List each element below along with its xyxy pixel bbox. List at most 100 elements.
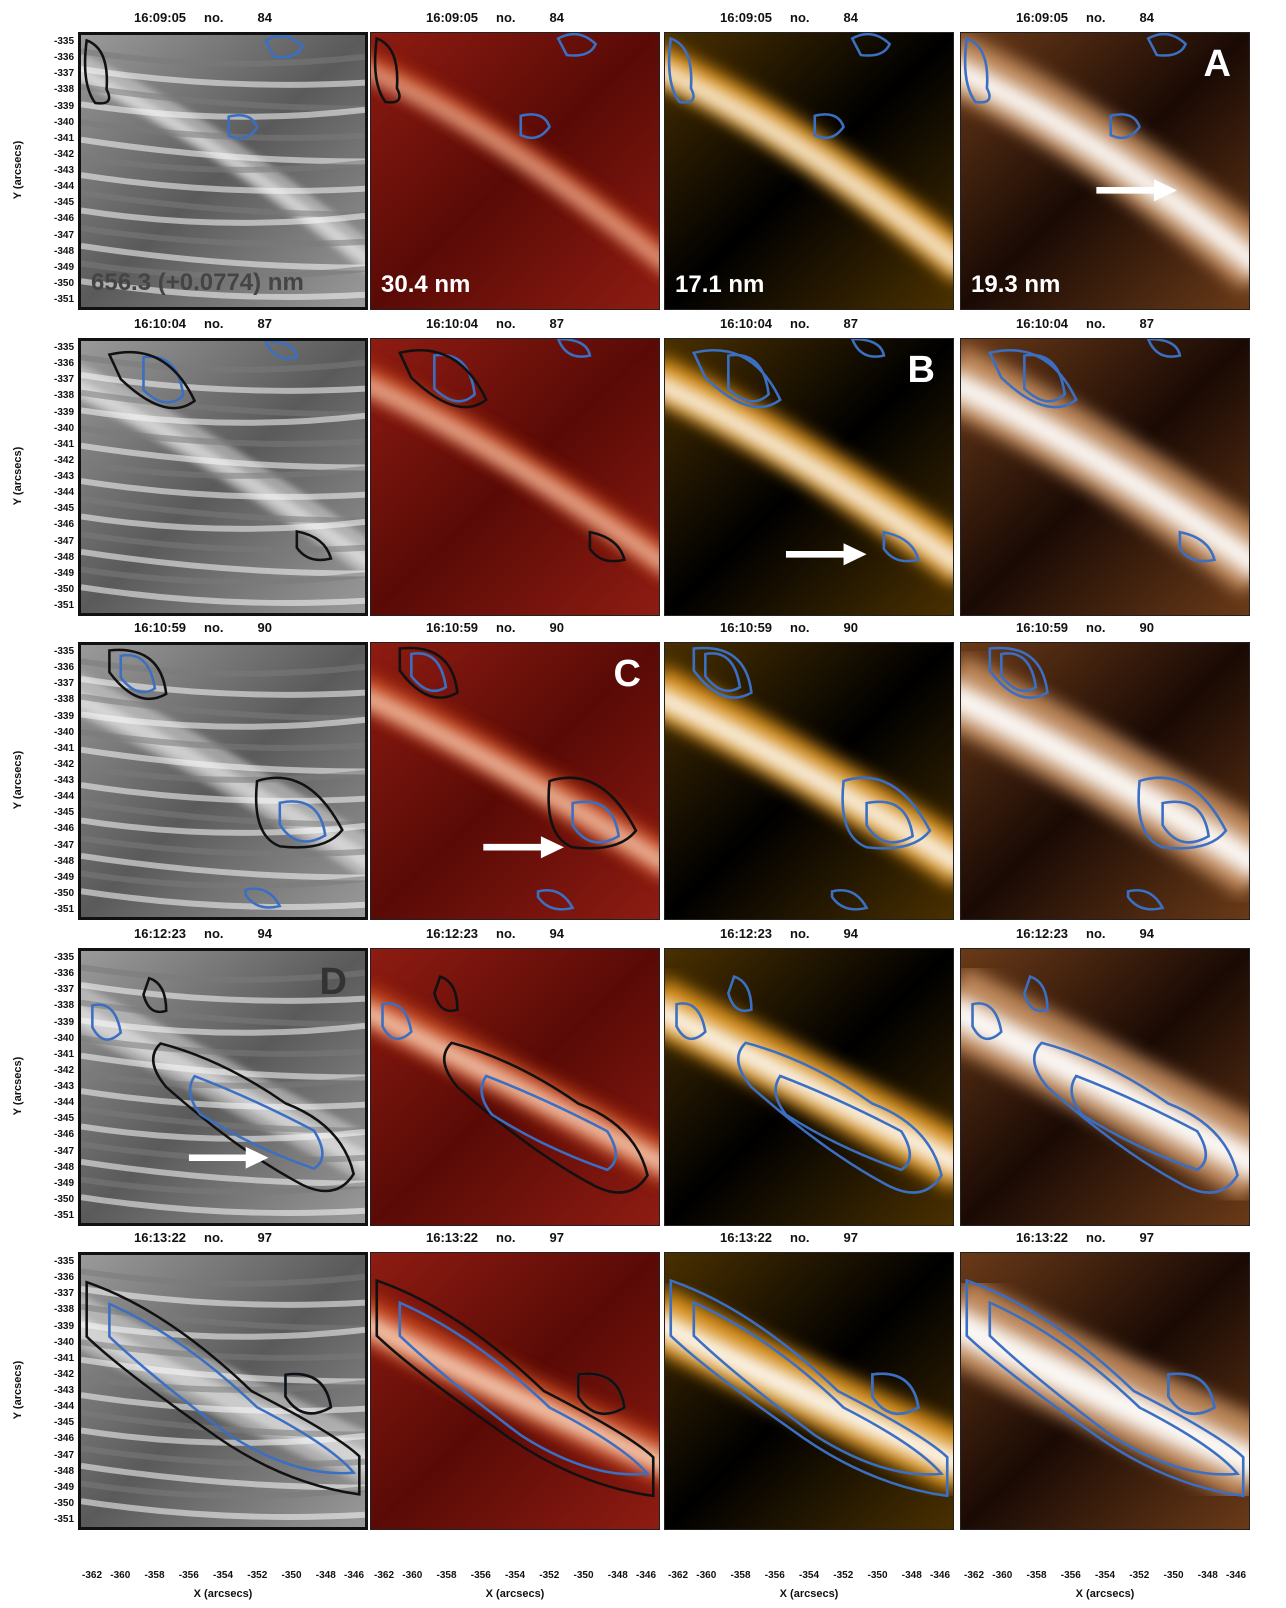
panel-no-label: no. <box>204 926 224 941</box>
panel-letter: C <box>613 653 641 695</box>
y-tick-label: -335 <box>53 36 74 47</box>
contour-blue <box>704 652 742 693</box>
loop-core <box>371 1005 659 1171</box>
fibril-streak <box>81 852 365 881</box>
y-tick-label: -338 <box>53 1000 74 1012</box>
panel-no-label: no. <box>1086 926 1106 941</box>
fibril-streak <box>81 835 365 857</box>
contour-black <box>965 1278 1245 1498</box>
x-tick-label: -356 <box>764 1570 785 1581</box>
fibril-streak <box>81 1480 365 1499</box>
contour-black <box>433 975 459 1012</box>
y-tick-label: -336 <box>53 52 74 64</box>
x-tick-label: -356 <box>1060 1570 1081 1581</box>
contour-blue <box>1070 1074 1208 1172</box>
y-tick-label: -345 <box>53 197 74 209</box>
x-tick-label: -358 <box>436 1570 457 1581</box>
arrow-marker <box>188 1146 269 1169</box>
x-tick-label: -350 <box>281 1570 302 1581</box>
x-tick-label: -362 <box>667 1570 689 1581</box>
image-panel-aia193 <box>960 1252 1250 1530</box>
loop-core <box>961 996 1249 1180</box>
y-tick-label: -343 <box>53 775 74 786</box>
contour-black <box>1167 1372 1216 1416</box>
image-panel-aia171: B <box>664 338 954 616</box>
panel-no-label: no. <box>204 620 224 635</box>
contour-black <box>737 1041 943 1194</box>
y-tick-labels: -335 -336 -337 -338 -339 -340 -341 -342 -343 -344… <box>40 948 74 1226</box>
fibril-streak <box>81 189 365 218</box>
x-tick-label: -360 <box>402 1570 423 1581</box>
y-tick-label: -338 <box>53 84 74 96</box>
panel-image <box>371 949 659 1225</box>
contour-black <box>588 530 627 563</box>
image-panel-aia193: 19.3 nm A <box>960 32 1250 310</box>
panel-title: 16:10:59 no. 90 <box>720 620 858 635</box>
y-tick-label: -351 <box>53 294 74 305</box>
y-tick-label: -337 <box>53 984 74 996</box>
image-panel-aia304: C <box>370 642 660 920</box>
image-panel-halpha <box>78 338 368 616</box>
contour-black <box>963 36 991 104</box>
x-axis-label: X (arcsecs) <box>779 1588 839 1600</box>
panel-frame-number: 84 <box>1139 10 1155 25</box>
fibril-streak <box>81 1392 365 1414</box>
fibril-streak <box>81 1123 365 1142</box>
panel-frame-number: 94 <box>843 926 859 941</box>
x-tick-label: -352 <box>539 1570 560 1581</box>
fibril-streak <box>81 711 365 730</box>
y-tick-label: -336 <box>53 968 74 980</box>
panel-title: 16:12:23 no. 94 <box>720 926 858 941</box>
contour-blue <box>813 113 845 140</box>
image-panel-aia304 <box>370 1252 660 1530</box>
contour-black <box>284 1372 333 1415</box>
y-tick-label: -350 <box>53 887 74 899</box>
loop-core <box>665 1312 953 1476</box>
y-tick-label: -336 <box>53 1272 74 1284</box>
y-tick-label: -350 <box>53 277 74 289</box>
y-tick-label: -350 <box>53 583 74 595</box>
y-tick-label: -345 <box>53 503 74 515</box>
x-tick-label: -360 <box>992 1570 1013 1581</box>
contour-blue <box>850 339 886 358</box>
panel-no-label: no. <box>496 10 516 25</box>
panel-frame-number: 90 <box>549 620 565 635</box>
y-tick-label: -348 <box>53 855 74 867</box>
image-panel-halpha: 656.3 (+0.0774) nm <box>78 32 368 310</box>
panel-title: 16:13:22 no. 97 <box>134 1230 272 1245</box>
y-tick-label: -337 <box>53 374 74 386</box>
y-tick-label: -340 <box>53 116 74 128</box>
panel-image <box>961 1253 1249 1529</box>
fibril-streak <box>81 1339 365 1361</box>
y-tick-label: -343 <box>53 471 74 482</box>
panel-title: 16:13:22 no. 97 <box>720 1230 858 1245</box>
y-tick-label: -348 <box>53 551 74 563</box>
y-tick-label: -337 <box>53 68 74 80</box>
y-tick-label: -346 <box>53 519 74 531</box>
contour-black <box>547 776 638 850</box>
panel-frame-number: 94 <box>549 926 565 941</box>
y-axis-label: Y (arcsecs) <box>12 446 24 506</box>
panel-title: 16:09:05 no. 84 <box>134 10 272 25</box>
image-panel-aia171 <box>664 1252 954 1530</box>
image-panel-aia193 <box>960 948 1250 1226</box>
panel-image <box>371 643 659 919</box>
panel-image <box>961 949 1249 1225</box>
y-tick-label: -342 <box>53 148 74 160</box>
y-tick-label: -336 <box>53 662 74 674</box>
arrow-marker <box>1096 179 1177 202</box>
panel-time: 16:13:22 <box>134 1230 187 1245</box>
fibril-streak <box>81 982 365 1004</box>
image-panel-aia304: 30.4 nm <box>370 32 660 310</box>
contour-blue <box>865 800 915 844</box>
wavelength-label: 19.3 nm <box>971 271 1061 298</box>
x-tick-label: -358 <box>144 1570 165 1581</box>
contour-black <box>1023 975 1049 1012</box>
y-tick-label: -337 <box>53 678 74 690</box>
loop-core <box>371 1316 659 1472</box>
y-tick-label: -338 <box>53 694 74 706</box>
fibril-streak <box>81 1321 365 1340</box>
contour-blue <box>1109 113 1141 140</box>
y-tick-label: -342 <box>53 758 74 770</box>
contour-black <box>397 349 488 409</box>
